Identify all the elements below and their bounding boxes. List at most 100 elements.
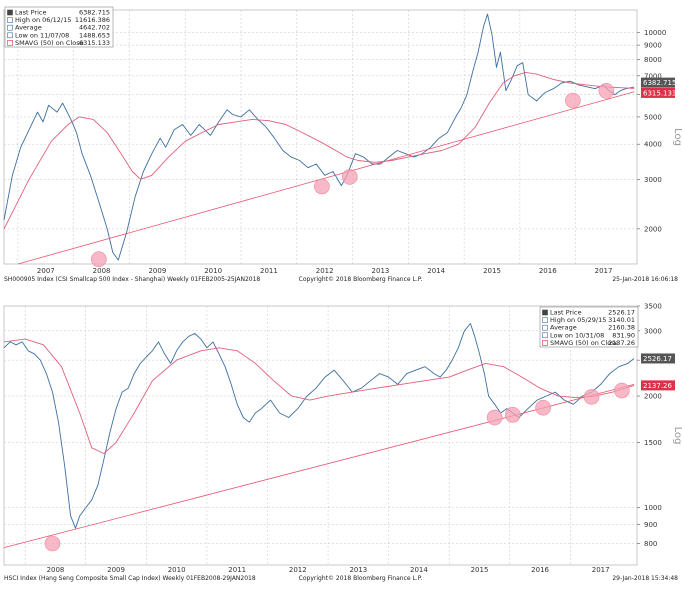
x-tick-label: 2014	[427, 267, 445, 275]
sma-tag-bg	[641, 380, 675, 391]
footer-timestamp: 29-Jan-2018 15:34:48	[612, 575, 678, 582]
x-tick-label: 2013	[349, 566, 367, 574]
x-tick-label: 2012	[289, 566, 307, 574]
legend-value: 11616.386	[75, 16, 110, 24]
legend-swatch	[542, 324, 548, 331]
price-line	[3, 13, 635, 261]
legend-value: 2526.17	[608, 309, 635, 317]
legend-swatch	[7, 9, 13, 16]
footer-timestamp: 25-Jan-2018 16:06:18	[612, 276, 678, 283]
sma-line	[3, 71, 635, 230]
touch-point-marker	[583, 389, 600, 405]
trend-line	[3, 384, 635, 548]
legend-value: 4642.702	[79, 24, 110, 32]
last-price-tag-bg	[641, 77, 675, 88]
touch-point-marker	[91, 251, 107, 268]
last-price-tag: 2526.17	[643, 355, 672, 363]
legend-label: High on 05/29/15	[550, 316, 606, 324]
touch-point-marker	[614, 382, 630, 399]
legend-label: Low on 11/07/08	[15, 31, 69, 39]
legend-swatch	[7, 32, 13, 39]
x-tick-label: 2008	[93, 267, 111, 275]
touch-point-marker	[486, 409, 503, 426]
y-tick-label: 7000	[644, 72, 662, 80]
legend-label: Last Price	[550, 309, 581, 317]
trend-line	[17, 91, 635, 265]
legend-label: Average	[15, 24, 42, 32]
sma-tag-bg	[641, 87, 675, 98]
y-tick-label: 900	[644, 521, 657, 529]
legend-swatch	[7, 17, 13, 23]
sma-line	[3, 338, 635, 454]
touch-point-marker	[565, 92, 581, 109]
y-tick-label: 1500	[644, 439, 662, 447]
x-tick-label: 2007	[37, 267, 55, 275]
x-tick-label: 2013	[372, 267, 390, 275]
sma-tag: 2137.26	[643, 382, 672, 390]
x-tick-label: 2015	[471, 566, 489, 574]
legend-swatch	[542, 339, 548, 346]
legend-box	[539, 306, 639, 348]
y-tick-label: 5000	[644, 113, 662, 121]
y-tick-label: 8000	[644, 56, 662, 64]
legend-label: SMAVG (50) on Close	[550, 339, 619, 347]
plot-frame	[3, 9, 638, 265]
touch-point-marker	[505, 407, 521, 423]
legend-label: Average	[550, 324, 577, 332]
legend-value: 2160.38	[608, 324, 635, 332]
legend-swatch	[7, 40, 13, 46]
y-tick-label: 3500	[644, 303, 662, 311]
legend-box	[4, 6, 114, 48]
x-tick-label: 2016	[531, 566, 549, 574]
x-tick-label: 2016	[539, 267, 557, 275]
x-tick-label: 2008	[47, 566, 65, 574]
legend-swatch	[542, 317, 548, 323]
legend-label: SMAVG (50) on Close	[15, 39, 84, 47]
legend-swatch	[7, 24, 13, 31]
x-tick-label: 2009	[148, 267, 166, 275]
legend-swatch	[542, 309, 548, 316]
lower-chart-panel: 8009001000150020002500300035002008200920…	[3, 303, 682, 582]
y-tick-label: 9000	[644, 42, 662, 50]
footer-copyright: Copyright© 2018 Bloomberg Finance L.P.	[299, 276, 423, 283]
y-tick-label: 4000	[644, 141, 662, 149]
legend-label: Last Price	[15, 9, 46, 17]
x-tick-label: 2012	[316, 267, 334, 275]
y-tick-label: 10000	[644, 29, 666, 37]
upper-chart-panel: 2000300040005000600070008000900010000200…	[3, 6, 682, 283]
touch-point-marker	[598, 83, 615, 99]
legend-value: 2137.26	[608, 339, 635, 347]
x-tick-label: 2011	[260, 267, 278, 275]
y-tick-label: 2000	[644, 393, 662, 401]
x-tick-label: 2010	[168, 566, 186, 574]
y-tick-label: 3000	[644, 176, 662, 184]
legend-value: 1488.653	[79, 31, 110, 39]
x-tick-label: 2010	[204, 267, 222, 275]
touch-point-marker	[44, 535, 61, 552]
footer-copyright: Copyright© 2018 Bloomberg Finance L.P.	[299, 575, 423, 582]
footer-source: HSCI Index (Hang Seng Composite Small Ca…	[4, 575, 256, 582]
price-line	[3, 323, 635, 529]
y-tick-label: 1000	[644, 504, 662, 512]
legend-value: 3140.01	[608, 316, 635, 324]
y-tick-label: 2000	[644, 225, 662, 233]
x-tick-label: 2017	[595, 267, 613, 275]
y-tick-label: 3000	[644, 327, 662, 335]
legend-value: 831.90	[612, 331, 635, 339]
touch-point-marker	[535, 399, 551, 416]
last-price-tag-bg	[641, 353, 675, 364]
last-price-tag: 6382.715	[643, 79, 676, 87]
x-tick-label: 2009	[107, 566, 125, 574]
sma-tag: 6315.133	[643, 89, 676, 97]
x-tick-label: 2011	[228, 566, 246, 574]
y-tick-label: 800	[644, 540, 657, 548]
legend-label: Low on 10/31/08	[550, 331, 604, 339]
footer-source: SH000905 Index (CSI Smallcap 500 Index -…	[4, 276, 260, 283]
x-tick-label: 2015	[483, 267, 501, 275]
legend-value: 6315.133	[79, 39, 110, 47]
touch-point-marker	[314, 178, 330, 195]
touch-point-marker	[341, 169, 358, 185]
legend: Last Price 6382.715 High on 06/12/15 11616.…	[4, 6, 114, 48]
legend-label: High on 06/12/15	[15, 16, 71, 24]
